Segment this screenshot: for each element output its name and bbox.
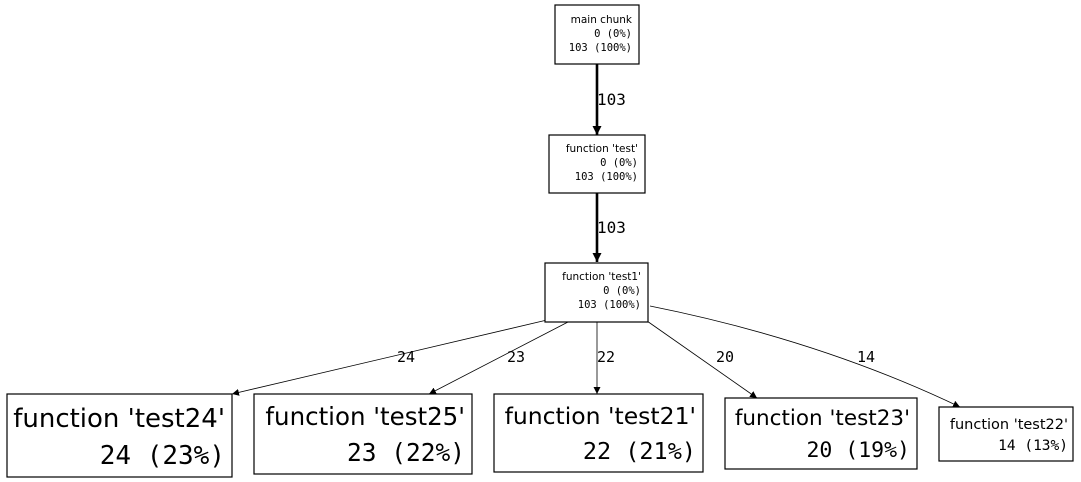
node-title: function 'test1'	[562, 271, 641, 283]
node-total-value: 103 (100%)	[575, 171, 638, 183]
node-title: function 'test'	[566, 143, 638, 155]
node-box	[6, 393, 233, 478]
node-function-test25: function 'test25' 23 (22%)	[253, 393, 473, 475]
node-box	[544, 262, 649, 323]
node-function-test: function 'test' 0 (0%) 103 (100%)	[548, 134, 646, 194]
edge-label-test1-to-test25: 23	[507, 348, 525, 366]
node-function-test22: function 'test22' 14 (13%)	[938, 406, 1074, 462]
node-box	[548, 134, 646, 194]
edge-label-test1-to-test21: 22	[597, 348, 615, 366]
node-function-test24: function 'test24' 24 (23%)	[6, 393, 233, 478]
node-self-value: 0 (0%)	[603, 285, 641, 297]
edge-label-test1-to-test24: 24	[397, 348, 415, 366]
node-main-chunk: main chunk 0 (0%) 103 (100%)	[554, 4, 640, 65]
node-title: function 'test24'	[13, 404, 225, 434]
node-value: 23 (22%)	[347, 438, 465, 467]
node-box	[253, 393, 473, 475]
node-box	[554, 4, 640, 65]
edges: 103 103 24 23 22 20 14	[231, 64, 961, 408]
node-box	[493, 393, 704, 473]
node-title: function 'test25'	[265, 402, 465, 431]
edge-test1-to-test23	[646, 320, 758, 399]
node-self-value: 0 (0%)	[594, 28, 632, 40]
node-function-test23: function 'test23' 20 (19%)	[724, 397, 918, 470]
node-box	[938, 406, 1074, 462]
node-self-value: 0 (0%)	[600, 157, 638, 169]
node-value: 24 (23%)	[100, 441, 225, 471]
node-value: 14 (13%)	[998, 438, 1068, 454]
edge-label-main-to-test: 103	[597, 90, 626, 109]
edge-test1-to-test24	[231, 319, 548, 396]
node-title: function 'test22'	[950, 417, 1068, 433]
node-title: function 'test21'	[505, 402, 696, 430]
edge-label-test1-to-test23: 20	[716, 348, 734, 366]
edge-label-test1-to-test22: 14	[857, 348, 875, 366]
node-box	[724, 397, 918, 470]
node-function-test21: function 'test21' 22 (21%)	[493, 393, 704, 473]
node-total-value: 103 (100%)	[569, 42, 632, 54]
edge-test1-to-test22	[649, 305, 961, 408]
node-value: 20 (19%)	[806, 438, 910, 463]
node-title: function 'test23'	[735, 406, 910, 431]
edge-label-test-to-test1: 103	[597, 218, 626, 237]
node-value: 22 (21%)	[583, 437, 696, 465]
edge-test1-to-test25	[428, 321, 569, 395]
node-function-test1: function 'test1' 0 (0%) 103 (100%)	[544, 262, 649, 323]
node-title: main chunk	[571, 14, 633, 26]
node-total-value: 103 (100%)	[578, 299, 641, 311]
